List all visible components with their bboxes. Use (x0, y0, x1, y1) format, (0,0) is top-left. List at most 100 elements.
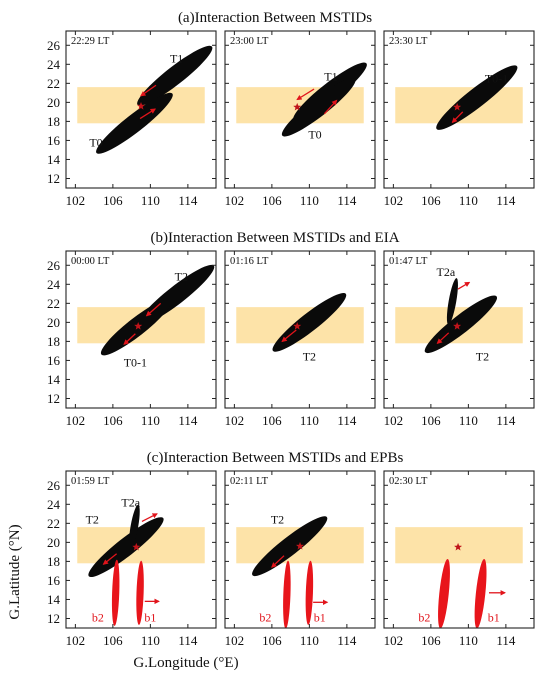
map-panel: T1 T0 23:00 LT 102 106 110 114 (224, 30, 376, 208)
station-star-icon (134, 321, 143, 330)
panel-frame (383, 30, 535, 189)
structure-label: T0 (308, 128, 321, 142)
y-tick-label: 16 (47, 353, 61, 368)
y-tick-label: 26 (47, 38, 61, 53)
x-tick-label: 110 (141, 633, 160, 648)
mstid-ellipse (252, 516, 328, 577)
station-star-icon (293, 102, 302, 111)
structure-label: T0-1 (485, 72, 508, 86)
station-star-icon (454, 542, 463, 551)
y-tick-label: 24 (47, 57, 61, 72)
motion-arrow (271, 555, 285, 568)
map-panel: b2 b1 02:30 LT 102 106 110 114 (383, 470, 535, 648)
x-tick-label: 102 (384, 193, 404, 208)
structure-label: b1 (144, 611, 156, 625)
panel-frame (383, 250, 535, 409)
station-star-icon (137, 101, 145, 110)
panel-frame (224, 250, 376, 409)
time-stamp: 02:30 LT (389, 476, 428, 487)
y-tick-label: 12 (47, 611, 60, 626)
mstid-ellipse (436, 65, 518, 130)
x-tick-label: 110 (459, 633, 478, 648)
motion-arrow (141, 513, 158, 523)
structure-label: T2 (303, 350, 316, 364)
structure-label: b1 (314, 611, 326, 625)
x-tick-label: 102 (225, 413, 245, 428)
time-stamp: 02:11 LT (230, 476, 269, 487)
epb-ellipse (305, 560, 314, 625)
motion-arrow (139, 108, 156, 120)
time-stamp: 23:00 LT (230, 36, 269, 47)
x-tick-label: 110 (300, 633, 319, 648)
map-panel: T2 b2 b1 02:11 LT 102 106 110 114 (224, 470, 376, 648)
station-star-icon (293, 321, 302, 330)
x-tick-label: 106 (421, 633, 441, 648)
x-tick-label: 114 (178, 413, 198, 428)
structure-label: T1 (170, 52, 183, 66)
mstid-ellipse (272, 293, 347, 352)
epb-ellipse (136, 560, 144, 625)
map-panel: T2 01:16 LT 102 106 110 114 (224, 250, 376, 428)
station-star-icon (296, 541, 304, 550)
y-tick-label: 22 (47, 516, 60, 531)
x-tick-label: 114 (178, 633, 198, 648)
motion-arrow (296, 88, 315, 101)
motion-arrow (281, 329, 297, 343)
y-axis-label: G.Latitude (°N) (7, 524, 23, 619)
structure-label: T2a (121, 495, 140, 509)
x-tick-label: 114 (496, 413, 516, 428)
row-title: (c)Interaction Between MSTIDs and EPBs (147, 450, 404, 466)
motion-arrow (457, 281, 471, 290)
panel-frame (65, 470, 217, 629)
x-tick-label: 102 (66, 633, 86, 648)
row-title: (b)Interaction Between MSTIDs and EIA (150, 230, 399, 246)
panel-frame (383, 470, 535, 629)
time-stamp: 01:59 LT (71, 476, 110, 487)
motion-arrow (123, 333, 136, 345)
map-panel: T2 T2a b2 b1 01:59 LT 102 106 110 114 12 14 16 18 20 2… (47, 470, 217, 648)
x-tick-label: 114 (337, 633, 357, 648)
mstid-ellipse (100, 298, 172, 356)
x-tick-label: 114 (178, 193, 198, 208)
row-title: (a)Interaction Between MSTIDs (178, 10, 372, 26)
x-tick-label: 114 (337, 413, 357, 428)
x-tick-label: 114 (496, 193, 516, 208)
y-tick-label: 14 (47, 372, 61, 387)
y-tick-label: 16 (47, 573, 61, 588)
x-tick-label: 110 (459, 413, 478, 428)
map-panel: T2 T2a 01:47 LT 102 106 110 114 (383, 250, 535, 428)
epb-ellipse (111, 559, 120, 626)
x-tick-label: 102 (66, 193, 86, 208)
epb-ellipse (474, 558, 487, 628)
panel-frame (224, 30, 376, 189)
structure-label: b2 (418, 611, 430, 625)
time-stamp: 00:00 LT (71, 256, 110, 267)
mstid-ellipse (129, 504, 140, 548)
station-star-icon (453, 102, 462, 111)
epb-ellipse (438, 558, 450, 628)
mstid-ellipse (446, 278, 458, 325)
panel-frame (65, 250, 217, 409)
eia-band (395, 527, 523, 564)
motion-arrow (451, 111, 464, 124)
structure-label: T2a (437, 265, 456, 279)
x-tick-label: 102 (225, 633, 245, 648)
x-tick-label: 102 (66, 413, 86, 428)
time-stamp: 23:30 LT (389, 36, 428, 47)
x-tick-label: 102 (384, 413, 404, 428)
x-tick-label: 110 (300, 193, 319, 208)
y-tick-label: 18 (47, 554, 60, 569)
x-tick-label: 106 (103, 633, 123, 648)
panel-frame (65, 30, 217, 189)
x-tick-label: 106 (421, 413, 441, 428)
x-tick-label: 110 (300, 413, 319, 428)
epb-ellipse (283, 560, 291, 628)
y-tick-label: 16 (47, 133, 61, 148)
mstid-ellipse (96, 92, 173, 154)
x-tick-label: 114 (496, 633, 516, 648)
motion-arrow (102, 553, 118, 565)
y-tick-label: 22 (47, 296, 60, 311)
x-tick-label: 106 (262, 633, 282, 648)
motion-arrow (436, 332, 450, 345)
y-tick-label: 22 (47, 76, 60, 91)
